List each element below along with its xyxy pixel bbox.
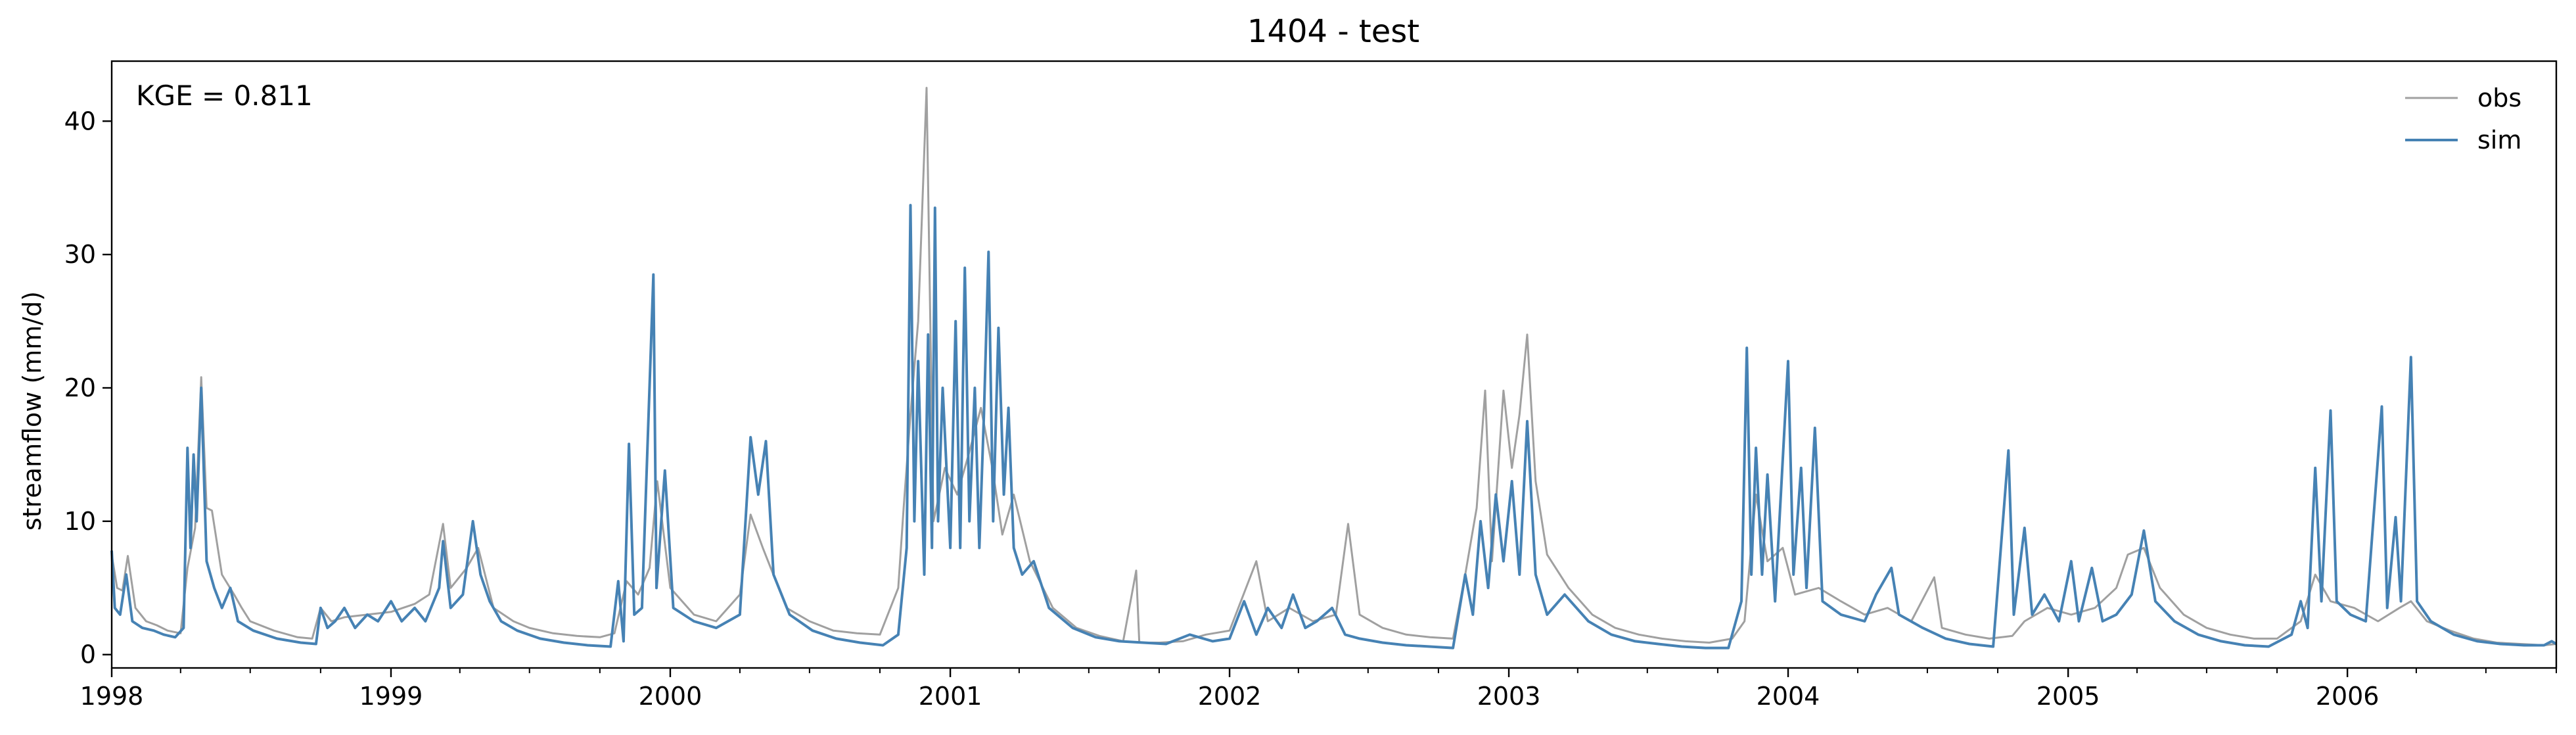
- x-tick-label: 2003: [1477, 682, 1541, 711]
- x-tick-label: 1999: [359, 682, 423, 711]
- x-tick-label: 2005: [2036, 682, 2100, 711]
- x-axis-ticks: 1998 1999 2000 2001 2002 2003 2004 2005 2006: [80, 668, 2557, 711]
- y-tick-label: 0: [80, 640, 96, 669]
- x-tick-label: 2001: [919, 682, 982, 711]
- legend-label-sim: sim: [2477, 126, 2521, 154]
- x-tick-label: 1998: [80, 682, 144, 711]
- x-tick-label: 2000: [639, 682, 702, 711]
- y-tick-label: 40: [64, 107, 96, 135]
- y-tick-label: 20: [64, 373, 96, 402]
- y-tick-label: 10: [64, 507, 96, 536]
- legend: obs sim: [2405, 83, 2521, 154]
- plot-frame: [110, 60, 2558, 669]
- x-tick-label: 2006: [2316, 682, 2380, 711]
- kge-annotation: KGE = 0.811: [136, 80, 313, 112]
- series-layer: [110, 87, 2558, 650]
- chart-title: 1404 - test: [1247, 13, 1419, 50]
- series-line-sim: [110, 204, 2558, 650]
- x-tick-label: 2004: [1757, 682, 1820, 711]
- y-tick-label: 30: [64, 240, 96, 269]
- x-tick-label: 2002: [1198, 682, 1262, 711]
- y-axis-ticks: 0 10 20 30 40: [64, 107, 112, 669]
- y-axis-label: streamflow (mm/d): [18, 291, 47, 531]
- legend-label-obs: obs: [2477, 83, 2521, 112]
